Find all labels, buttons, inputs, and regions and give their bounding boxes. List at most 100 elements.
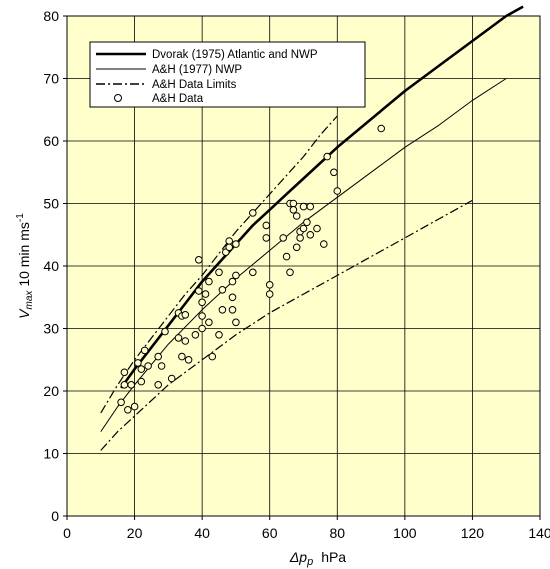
- legend-label-limits: A&H Data Limits: [152, 79, 237, 91]
- data-point: [330, 168, 338, 177]
- data-point: [161, 327, 169, 336]
- data-point: [377, 124, 386, 133]
- y-axis-rest: 10 min ms: [16, 222, 32, 290]
- data-point: [137, 377, 146, 386]
- tick-labels: 0 20 40 60 80 100 120 140 0 10 20 30 40 50 60 70 80: [43, 8, 550, 541]
- data-point: [306, 202, 315, 211]
- data-point: [282, 252, 291, 261]
- data-point: [144, 362, 152, 370]
- data-point: [205, 318, 213, 327]
- data-point: [208, 352, 217, 361]
- data-point: [215, 268, 223, 277]
- data-point: [286, 268, 294, 277]
- data-point: [228, 306, 237, 314]
- legend-swatch-data: [114, 94, 122, 102]
- data-point: [299, 224, 308, 233]
- data-point: [225, 237, 233, 245]
- data-point: [215, 331, 223, 339]
- data-point: [249, 209, 257, 217]
- data-point: [279, 234, 288, 242]
- data-point: [265, 281, 274, 289]
- data-point: [228, 277, 237, 286]
- x-axis-unit: hPa: [321, 549, 346, 565]
- data-point: [184, 356, 193, 364]
- data-point: [218, 306, 227, 314]
- data-point: [198, 298, 206, 307]
- data-point: [157, 362, 166, 370]
- legend-label-dvorak: Dvorak (1975) Atlantic and NWP: [152, 49, 318, 61]
- data-point: [225, 243, 233, 252]
- data-point: [195, 256, 203, 264]
- y-axis-subscript: max: [24, 290, 35, 310]
- data-point: [333, 187, 342, 195]
- data-point: [198, 312, 206, 320]
- data-point: [167, 374, 176, 383]
- data-point: [130, 402, 139, 411]
- data-point: [134, 359, 142, 367]
- data-point: [232, 318, 240, 327]
- data-point: [303, 218, 311, 227]
- data-point: [262, 221, 271, 230]
- y-tick-label: 20: [43, 383, 59, 399]
- data-point: [292, 243, 301, 252]
- y-tick-label: 10: [43, 446, 59, 462]
- y-tick-label: 80: [43, 8, 59, 24]
- x-tick-label: 40: [194, 525, 210, 541]
- data-point: [154, 381, 162, 389]
- data-point: [181, 311, 190, 319]
- series-line-dvorak: [120, 5, 524, 389]
- legend-label-ah-nwp: A&H (1977) NWP: [152, 64, 242, 76]
- x-tick-label: 120: [461, 525, 485, 541]
- x-axis-title: Δpp hPa: [289, 549, 346, 568]
- data-point: [201, 290, 210, 298]
- data-point: [181, 337, 190, 345]
- data-point: [232, 271, 240, 280]
- data-point: [313, 224, 321, 233]
- data-point: [205, 277, 213, 286]
- data-point: [292, 212, 301, 220]
- data-point: [299, 202, 308, 211]
- data-point: [117, 398, 125, 407]
- data-point: [124, 406, 132, 414]
- data-point: [218, 286, 227, 294]
- data-point: [137, 365, 146, 373]
- data-point: [191, 331, 200, 339]
- legend-label-data: A&H Data: [152, 93, 204, 105]
- x-axis-symbol: Δp: [289, 549, 307, 565]
- data-point: [195, 287, 203, 295]
- y-axis-symbol: V: [16, 308, 32, 319]
- data-point: [120, 381, 129, 389]
- x-axis-subscript: p: [306, 556, 313, 568]
- x-tick-label: 100: [393, 525, 417, 541]
- data-point: [296, 234, 304, 242]
- data-point: [320, 240, 328, 248]
- data-point: [289, 199, 298, 208]
- x-tick-label: 140: [528, 525, 550, 541]
- series-line-upper-limit: [100, 115, 338, 414]
- x-tick-label: 80: [329, 525, 345, 541]
- data-point: [140, 346, 149, 355]
- data-point: [228, 293, 237, 302]
- legend: Dvorak (1975) Atlantic and NWP A&H (1977…: [89, 41, 366, 108]
- x-tick-label: 0: [63, 525, 71, 541]
- series-layer: [100, 5, 524, 451]
- data-point: [174, 334, 183, 342]
- x-tick-label: 20: [127, 525, 143, 541]
- data-point: [249, 268, 257, 277]
- data-point: [323, 152, 332, 161]
- data-point: [306, 231, 315, 239]
- data-point: [154, 352, 162, 361]
- y-tick-label: 40: [43, 258, 59, 274]
- data-point: [289, 206, 298, 214]
- data-point: [178, 352, 186, 361]
- y-axis-title: Vmax 10 min ms-1: [15, 213, 35, 319]
- y-tick-label: 50: [43, 196, 59, 212]
- y-tick-label: 60: [43, 133, 59, 149]
- y-tick-label: 70: [43, 71, 59, 87]
- data-point: [198, 324, 206, 333]
- y-tick-label: 30: [43, 321, 59, 337]
- y-tick-label: 0: [51, 508, 59, 524]
- x-tick-label: 60: [262, 525, 278, 541]
- data-point: [232, 240, 240, 248]
